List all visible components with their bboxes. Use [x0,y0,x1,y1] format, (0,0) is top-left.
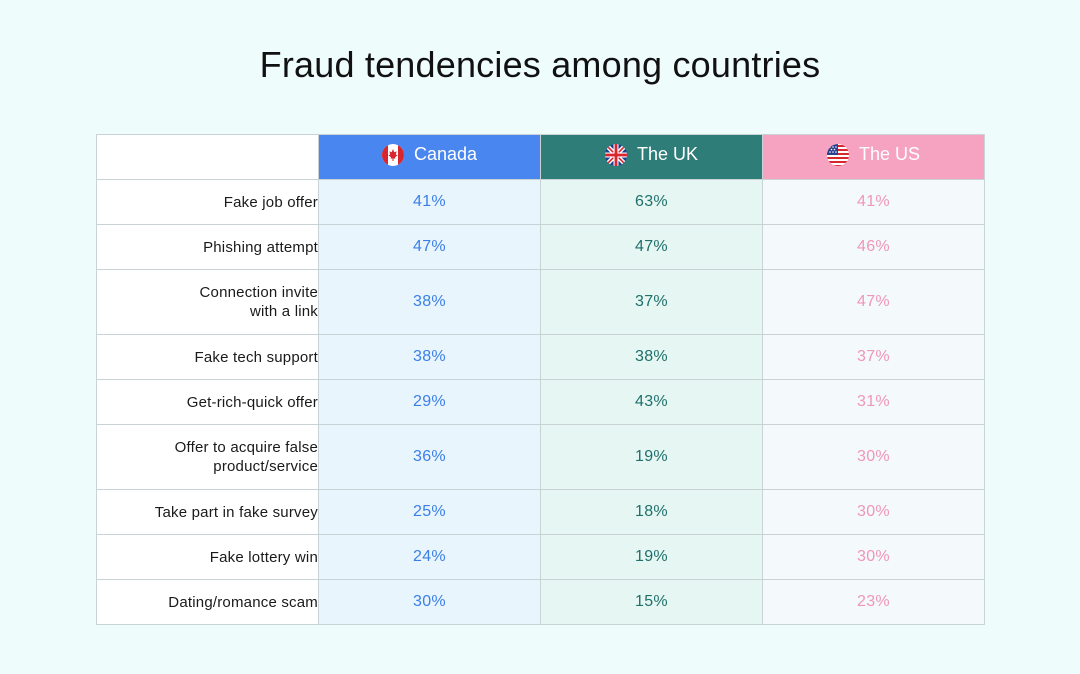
column-header-label: The UK [636,144,699,164]
table-row: Connection invite with a link 38% 37% 47% [96,269,985,335]
row-label: Offer to acquire false product/service [96,424,319,490]
table-row: Fake tech support 38% 38% 37% [96,334,985,380]
value-cell-uk: 43% [540,379,763,425]
value-cell-canada: 29% [318,379,541,425]
value-cell-canada: 47% [318,224,541,270]
value-cell-uk: 47% [540,224,763,270]
row-label: Connection invite with a link [96,269,319,335]
value-cell-uk: 19% [540,424,763,490]
value-cell-us: 37% [762,334,985,380]
row-label: Fake job offer [96,179,319,225]
value-cell-us: 30% [762,534,985,580]
value-cell-us: 30% [762,489,985,535]
row-label: Take part in fake survey [96,489,319,535]
header-row: Canada [96,134,985,180]
value-cell-canada: 25% [318,489,541,535]
row-label: Fake tech support [96,334,319,380]
value-cell-uk: 19% [540,534,763,580]
fraud-table: Canada [96,134,985,625]
row-label: Dating/romance scam [96,579,319,625]
column-header-us: The US [762,134,985,180]
row-label: Get-rich-quick offer [96,379,319,425]
value-cell-uk: 37% [540,269,763,335]
table-row: Phishing attempt 47% 47% 46% [96,224,985,270]
table-row: Take part in fake survey 25% 18% 30% [96,489,985,535]
row-label: Fake lottery win [96,534,319,580]
value-cell-canada: 30% [318,579,541,625]
corner-cell [96,134,319,180]
value-cell-canada: 38% [318,334,541,380]
canada-flag-icon [381,143,404,166]
table-row: Fake job offer 41% 63% 41% [96,179,985,225]
value-cell-canada: 36% [318,424,541,490]
table-row: Fake lottery win 24% 19% 30% [96,534,985,580]
uk-flag-icon [604,143,627,166]
value-cell-uk: 15% [540,579,763,625]
value-cell-us: 41% [762,179,985,225]
us-flag-icon [826,143,849,166]
column-header-label: Canada [413,144,478,164]
value-cell-canada: 24% [318,534,541,580]
page-title: Fraud tendencies among countries [259,44,821,85]
row-label: Phishing attempt [96,224,319,270]
value-cell-uk: 18% [540,489,763,535]
table-row: Get-rich-quick offer 29% 43% 31% [96,379,985,425]
value-cell-canada: 41% [318,179,541,225]
value-cell-uk: 38% [540,334,763,380]
table-row: Dating/romance scam 30% 15% 23% [96,579,985,625]
value-cell-canada: 38% [318,269,541,335]
value-cell-us: 31% [762,379,985,425]
column-header-canada: Canada [318,134,541,180]
value-cell-us: 30% [762,424,985,490]
value-cell-us: 46% [762,224,985,270]
table-row: Offer to acquire false product/service 36%… [96,424,985,490]
value-cell-uk: 63% [540,179,763,225]
column-header-label: The US [858,144,921,164]
value-cell-us: 23% [762,579,985,625]
value-cell-us: 47% [762,269,985,335]
column-header-uk: The UK [540,134,763,180]
